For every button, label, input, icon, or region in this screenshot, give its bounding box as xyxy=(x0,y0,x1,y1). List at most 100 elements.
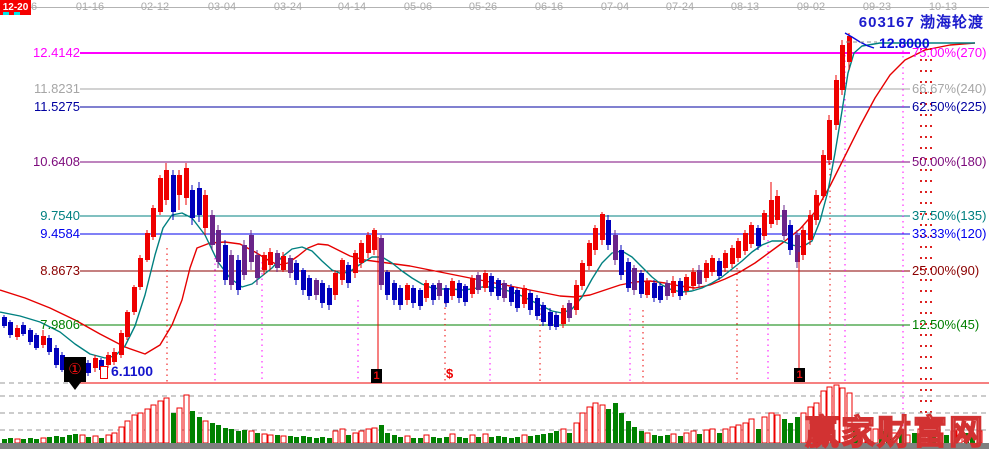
candle-body xyxy=(743,233,748,251)
date-tick: 04-14 xyxy=(337,1,367,13)
candle-body xyxy=(769,200,774,224)
volume-bar xyxy=(515,437,520,443)
candle-body xyxy=(307,278,312,296)
candle-body xyxy=(327,288,332,305)
date-tick: 10-13 xyxy=(928,1,958,13)
signal-marker-2[interactable]: 1 xyxy=(794,368,805,382)
volume-bar xyxy=(560,428,567,444)
volume-bar xyxy=(229,429,234,443)
candle-body xyxy=(749,225,754,244)
volume-bar xyxy=(742,422,749,444)
volume-bar xyxy=(183,394,190,444)
candle-body xyxy=(483,273,488,288)
low-point-marker[interactable]: ① xyxy=(64,357,86,382)
volume-bar xyxy=(275,435,280,443)
candle-body xyxy=(236,260,241,290)
volume-bar xyxy=(463,438,468,443)
gann-percent-label: 37.50%(135) xyxy=(912,208,987,223)
volume-bar xyxy=(34,439,39,443)
volume-bar xyxy=(320,437,325,443)
volume-bar xyxy=(554,431,559,443)
candle-body xyxy=(788,225,793,250)
volume-bar xyxy=(242,430,247,443)
candle-body xyxy=(229,255,234,285)
candle-body xyxy=(463,286,468,302)
volume-bar xyxy=(261,433,268,444)
gann-percent-label: 12.50%(45) xyxy=(912,317,980,332)
candle-body xyxy=(639,273,644,294)
candle-body xyxy=(756,228,761,246)
volume-bar xyxy=(768,412,775,444)
candle-body xyxy=(606,220,611,245)
volume-bar xyxy=(118,426,125,444)
candle-body xyxy=(821,155,826,196)
volume-bar xyxy=(639,431,644,443)
volume-bar xyxy=(385,433,390,443)
candle-body xyxy=(190,190,195,218)
date-axis-line xyxy=(0,7,989,8)
volume-bar xyxy=(782,419,787,443)
volume-bar xyxy=(197,417,202,443)
volume-bar xyxy=(795,417,800,443)
candle-body xyxy=(54,348,59,365)
date-tick: 07-24 xyxy=(665,1,695,13)
candle-body xyxy=(405,285,410,300)
volume-bar xyxy=(418,438,423,443)
date-position-box[interactable]: 12-20 xyxy=(0,0,31,15)
candle-body xyxy=(223,245,228,280)
candle-body xyxy=(99,360,104,370)
candle-body xyxy=(554,315,559,327)
candle-body xyxy=(450,281,455,296)
volume-bar xyxy=(899,431,904,443)
volume-bar xyxy=(774,414,781,444)
volume-bar xyxy=(482,433,489,444)
candle-body xyxy=(541,305,546,322)
volume-bar xyxy=(599,404,606,444)
candle-body xyxy=(2,317,7,326)
volume-bar xyxy=(476,437,481,443)
candle-body xyxy=(320,283,325,303)
date-tick: 02-12 xyxy=(140,1,170,13)
candle-body xyxy=(255,255,260,278)
candle-body xyxy=(346,265,351,283)
volume-bar xyxy=(592,402,599,444)
candle-body xyxy=(840,45,845,90)
candle-body xyxy=(522,288,527,304)
volume-bar xyxy=(567,433,572,443)
peak-price-label: 12.8000 xyxy=(879,35,930,51)
candle-body xyxy=(281,256,286,270)
candle-body xyxy=(424,283,429,298)
candle-body xyxy=(171,175,176,212)
volume-bar xyxy=(67,435,72,443)
date-tick: 09-23 xyxy=(862,1,892,13)
candle-body xyxy=(177,175,182,195)
volume-bar xyxy=(853,423,858,443)
candle-body xyxy=(574,285,579,310)
volume-bar xyxy=(670,433,677,444)
volume-bar xyxy=(912,433,917,443)
candle-body xyxy=(697,270,702,284)
volume-bar xyxy=(99,438,104,443)
volume-bar xyxy=(788,423,793,443)
signal-marker-1[interactable]: 1 xyxy=(371,369,382,383)
candle-body xyxy=(216,230,221,262)
candle-body xyxy=(262,255,267,270)
candle-body xyxy=(619,250,624,275)
volume-bar xyxy=(729,426,736,444)
volume-bar xyxy=(748,418,755,444)
candle-body xyxy=(457,283,462,298)
volume-bar xyxy=(60,437,65,443)
candle-body xyxy=(431,285,436,300)
date-tick: 08-13 xyxy=(730,1,760,13)
price-level-label: 8.8673 xyxy=(40,263,80,278)
volume-bar xyxy=(735,424,742,444)
volume-bar xyxy=(678,436,683,443)
volume-bar xyxy=(358,430,365,444)
date-tick: 05-06 xyxy=(403,1,433,13)
volume-bar xyxy=(626,421,631,443)
volume-bar xyxy=(144,408,151,444)
candle-body xyxy=(502,283,507,298)
gann-percent-label: 66.67%(240) xyxy=(912,81,987,96)
volume-bar xyxy=(423,434,430,444)
